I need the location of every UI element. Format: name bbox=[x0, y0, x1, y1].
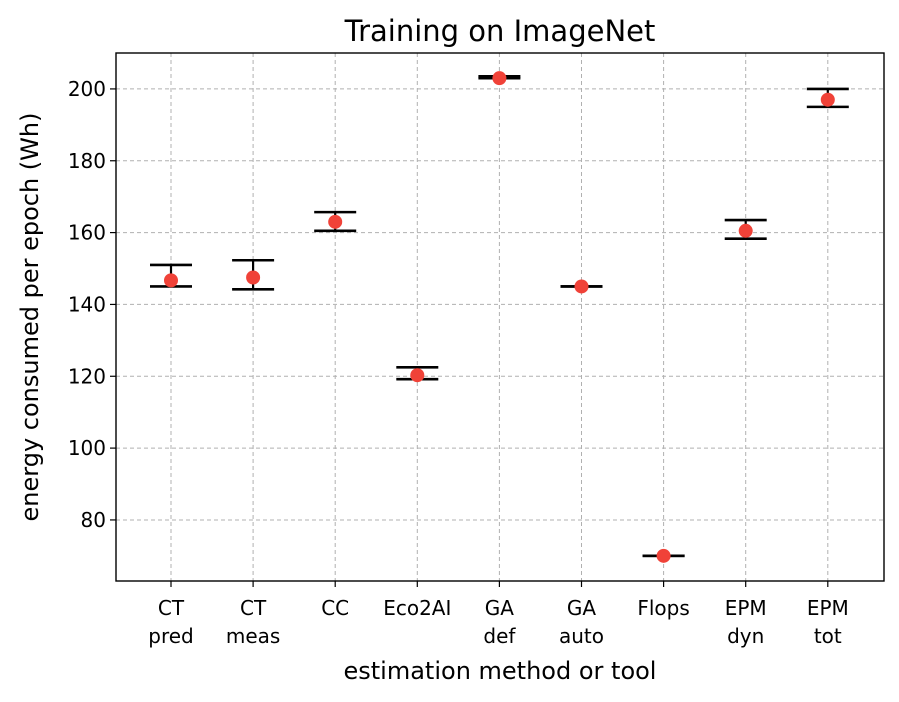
x-tick-label: Eco2AI bbox=[383, 596, 451, 620]
data-point bbox=[328, 214, 343, 229]
x-tick-label: GA bbox=[485, 596, 514, 620]
y-tick-label: 180 bbox=[68, 149, 106, 173]
data-point bbox=[820, 92, 835, 107]
y-tick-label: 120 bbox=[68, 364, 106, 388]
y-tick-label: 200 bbox=[68, 77, 106, 101]
data-points bbox=[164, 71, 835, 563]
x-tick-label-line2: auto bbox=[559, 624, 604, 648]
y-axis-ticks: 80 100 120 140 160 180 200 bbox=[68, 77, 116, 532]
x-axis-label: estimation method or tool bbox=[344, 657, 657, 685]
data-point bbox=[656, 548, 671, 563]
x-tick-label: CC bbox=[321, 596, 349, 620]
x-tick-label: Flops bbox=[637, 596, 689, 620]
data-point bbox=[164, 273, 178, 288]
chart-title: Training on ImageNet bbox=[344, 14, 656, 48]
data-point bbox=[738, 223, 753, 238]
x-tick-label: GA bbox=[567, 596, 596, 620]
x-tick-label-line2: tot bbox=[814, 624, 842, 648]
x-tick-label: CT bbox=[158, 596, 185, 620]
data-point bbox=[492, 71, 507, 86]
x-tick-label-line2: dyn bbox=[727, 624, 764, 648]
x-tick-label: EPM bbox=[807, 596, 849, 620]
y-tick-label: 80 bbox=[81, 508, 106, 532]
x-tick-label-line2: def bbox=[483, 624, 516, 648]
data-point bbox=[410, 368, 425, 383]
x-tick-label-line2: pred bbox=[148, 624, 193, 648]
x-tick-label: EPM bbox=[725, 596, 767, 620]
plot-background bbox=[116, 53, 884, 581]
y-tick-label: 160 bbox=[68, 221, 106, 245]
x-axis-ticks: CT pred CT meas CC Eco2AI GA def GA auto Flops EPM d… bbox=[148, 581, 849, 648]
y-tick-label: 140 bbox=[68, 292, 106, 316]
x-tick-label-line2: meas bbox=[226, 624, 280, 648]
y-axis-label: energy consumed per epoch (Wh) bbox=[16, 113, 44, 522]
data-point bbox=[246, 270, 261, 285]
grid bbox=[116, 53, 884, 581]
x-tick-label: CT bbox=[240, 596, 267, 620]
data-point bbox=[574, 279, 589, 294]
y-tick-label: 100 bbox=[68, 436, 106, 460]
